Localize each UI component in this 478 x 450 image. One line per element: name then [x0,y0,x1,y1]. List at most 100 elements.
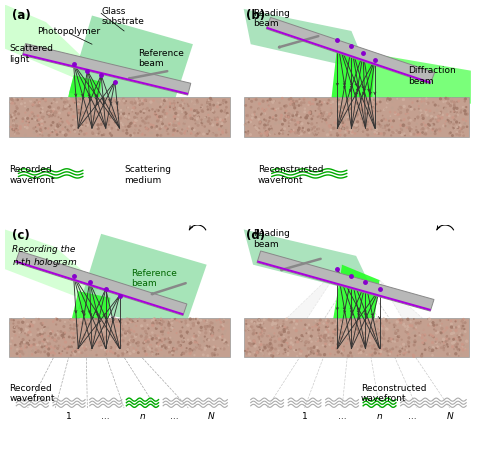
Point [416,130,424,137]
Point [242,320,250,328]
Point [285,113,293,121]
Point [97,117,105,125]
Point [182,127,189,135]
Point [194,130,201,137]
Point [182,320,190,327]
Point [316,351,324,359]
Point [382,345,390,352]
Point [326,122,333,129]
Point [247,117,254,124]
Text: (a): (a) [11,9,31,22]
Point [280,110,288,117]
Point [343,123,350,130]
Point [450,103,458,110]
Point [369,321,377,328]
Point [221,97,228,104]
Point [388,123,396,130]
Point [379,112,387,119]
Point [25,328,33,336]
Point [318,112,326,120]
Point [368,350,376,357]
Point [391,321,398,328]
Point [53,315,60,323]
Point [16,125,24,132]
Point [147,350,155,357]
Point [7,345,15,352]
Point [272,130,280,137]
Point [453,105,461,112]
Point [374,325,381,333]
Point [127,316,134,324]
Point [166,338,174,346]
Point [87,105,94,112]
Point [374,96,381,103]
Point [158,124,165,131]
Point [119,98,127,105]
Point [86,332,93,339]
Point [330,329,338,336]
Point [365,320,373,327]
Point [409,99,416,106]
Point [314,334,322,341]
Point [119,121,127,128]
Point [338,117,346,124]
Point [345,128,353,135]
Point [410,130,418,138]
Point [358,104,366,111]
Point [333,322,341,329]
Point [266,114,274,121]
Point [407,335,415,342]
Point [11,100,19,107]
Point [333,98,341,105]
Point [337,116,344,123]
Point [81,347,89,354]
Point [217,345,225,352]
Point [195,328,203,335]
Point [364,126,371,133]
Point [409,322,416,329]
Point [265,343,273,350]
Point [133,340,141,347]
Point [22,131,29,139]
Point [418,334,426,341]
Point [379,348,387,356]
Point [164,329,172,337]
Point [411,339,418,346]
Point [205,115,213,122]
Point [402,110,410,117]
Point [45,113,53,120]
Point [435,102,442,109]
Point [368,126,375,133]
Text: Reference
beam: Reference beam [138,49,184,68]
Point [187,325,195,332]
Point [129,330,136,338]
Point [149,336,156,343]
Point [313,130,321,137]
Point [348,117,355,125]
Point [108,347,115,355]
Text: Reference
beam: Reference beam [131,269,177,288]
Point [249,341,256,348]
Point [463,123,471,130]
Point [315,326,322,333]
Point [271,130,279,138]
Point [181,337,188,344]
Point [14,126,22,134]
Point [187,130,195,137]
Point [344,335,352,342]
Point [362,326,370,333]
Point [413,320,420,327]
Point [102,351,109,358]
Point [410,351,417,359]
Point [241,347,249,355]
Point [154,341,162,348]
Point [284,350,292,357]
Point [144,119,152,126]
Point [192,132,200,139]
Point [186,347,194,355]
Point [98,338,106,345]
Point [106,323,114,330]
Point [204,96,212,104]
Point [369,352,376,359]
Point [201,123,208,130]
